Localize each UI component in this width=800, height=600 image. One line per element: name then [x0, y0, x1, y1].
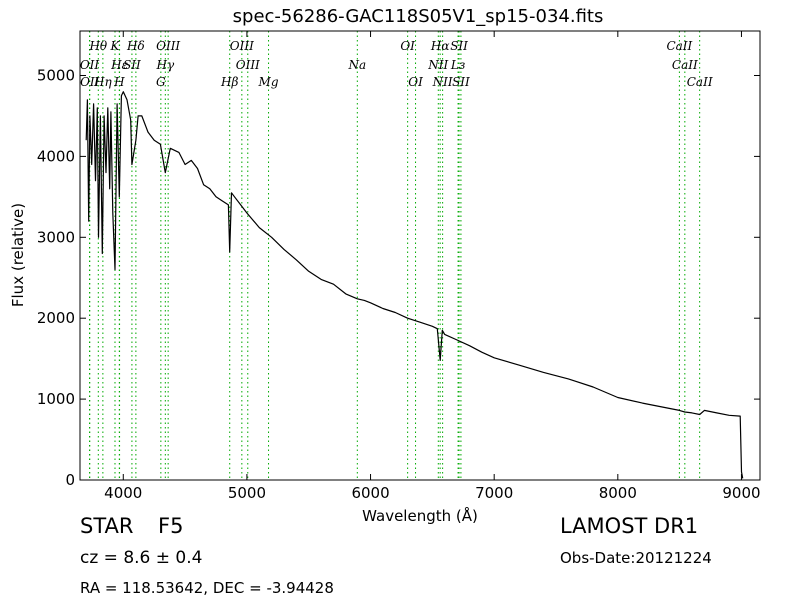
coordinates-text: RA = 118.53642, DEC = -3.94428 [80, 579, 334, 597]
line-label: Hδ [126, 39, 145, 53]
axis-ticks: 4000 5000 6000 7000 8000 9000 0 1000 2000 3000 400… [37, 31, 761, 502]
x-axis-label: Wavelength (Å) [362, 506, 478, 525]
y-tick-label: 4000 [37, 147, 75, 165]
line-label: CaII [666, 39, 692, 53]
line-label: H [113, 75, 125, 89]
y-axis-label: Flux (relative) [9, 203, 27, 307]
line-label: OIII [236, 58, 260, 72]
line-label: SII [452, 75, 470, 89]
x-tick-label: 9000 [722, 484, 760, 502]
line-label: NII [427, 58, 448, 72]
line-label: SII [123, 58, 141, 72]
spectrum-line [85, 91, 744, 479]
line-label: Hβ [220, 75, 238, 89]
x-tick-label: 7000 [475, 484, 513, 502]
line-label: K [110, 39, 121, 53]
x-tick-label: 5000 [228, 484, 266, 502]
line-label: Hθ [88, 39, 107, 53]
y-tick-label: 2000 [37, 309, 75, 327]
y-tick-label: 5000 [37, 66, 75, 84]
chart-title: spec-56286-GAC118S05V1_sp15-034.fits [233, 6, 604, 27]
spectral-line-markers [89, 31, 701, 480]
line-label: G [156, 75, 166, 89]
line-label: Hη [93, 75, 112, 89]
x-tick-label: 8000 [599, 484, 637, 502]
line-label: OI [400, 39, 415, 53]
redshift-text: cz = 8.6 ± 0.4 [80, 548, 203, 568]
line-label: Mg [258, 75, 279, 89]
line-label: Hε [110, 58, 128, 72]
line-label: Hγ [155, 58, 174, 72]
subclass-label: F5 [158, 514, 184, 538]
survey-label: LAMOST DR1 [560, 514, 699, 538]
line-label: OI [408, 75, 423, 89]
line-label: Hα [430, 39, 450, 53]
line-label: OII [80, 75, 100, 89]
class-label: STAR [80, 514, 134, 538]
plot-frame [79, 30, 761, 481]
line-label: OIII [156, 39, 180, 53]
line-label: OIII [230, 39, 254, 53]
x-tick-label: 4000 [104, 484, 142, 502]
line-label: NII [432, 75, 453, 89]
y-tick-label: 1000 [37, 390, 75, 408]
x-tick-label: 6000 [351, 484, 389, 502]
y-tick-label: 0 [65, 471, 75, 489]
line-label: CaII [672, 58, 698, 72]
y-tick-label: 3000 [37, 228, 75, 246]
line-label: SII [450, 39, 468, 53]
line-label: CaII [687, 75, 713, 89]
line-label: Na [347, 58, 366, 72]
obs-date-text: Obs-Date:20121224 [560, 549, 712, 567]
line-label: Lз [450, 58, 466, 72]
line-label: OII [80, 58, 100, 72]
spectrum-line-group [85, 91, 744, 479]
